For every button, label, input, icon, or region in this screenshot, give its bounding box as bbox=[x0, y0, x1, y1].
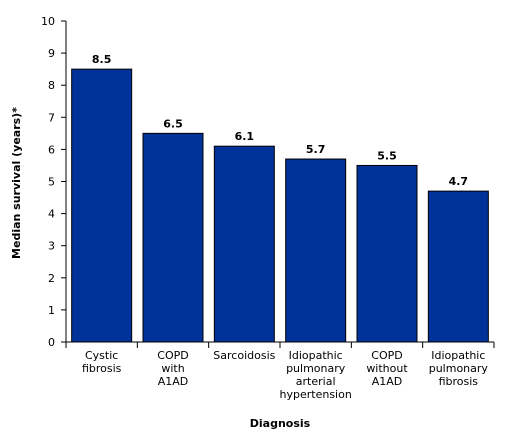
x-tick-label-line: COPD bbox=[371, 349, 402, 362]
y-axis: 0 1 2 3 4 5 6 7 8 9 10 bbox=[41, 15, 67, 349]
x-tick-label: Idiopathic pulmonary arterial hypertension bbox=[280, 349, 352, 401]
x-axis-title: Diagnosis bbox=[250, 417, 311, 430]
value-label: 5.5 bbox=[377, 149, 397, 162]
x-tick-label: COPD with A1AD bbox=[157, 349, 188, 388]
value-label: 4.7 bbox=[449, 175, 469, 188]
bar bbox=[427, 190, 489, 343]
x-tick-label-line: Idiopathic bbox=[431, 349, 485, 362]
x-tick-label-line: arterial bbox=[296, 375, 336, 388]
y-tick-label: 1 bbox=[48, 304, 55, 317]
x-axis bbox=[65, 341, 495, 348]
bar bbox=[213, 145, 275, 343]
bar bbox=[285, 158, 347, 343]
x-tick-label-line: A1AD bbox=[372, 375, 403, 388]
x-tick-label-line: Idiopathic bbox=[289, 349, 343, 362]
value-label: 8.5 bbox=[92, 53, 112, 66]
y-tick-label: 9 bbox=[48, 47, 55, 60]
y-tick-label: 3 bbox=[48, 240, 55, 253]
x-tick-label: Cystic fibrosis bbox=[82, 349, 122, 375]
y-tick-label: 0 bbox=[48, 336, 55, 349]
x-tick-label: COPD without A1AD bbox=[366, 349, 408, 388]
value-labels: 8.5 6.5 6.1 5.7 5.5 4.7 bbox=[92, 53, 468, 188]
x-tick-label-line: pulmonary bbox=[429, 362, 489, 375]
y-tick-label: 10 bbox=[41, 15, 55, 28]
y-tick-label: 2 bbox=[48, 272, 55, 285]
x-tick-label-line: hypertension bbox=[280, 388, 352, 401]
x-tick-label: Sarcoidosis bbox=[213, 349, 275, 362]
x-tick-label-line: Cystic bbox=[85, 349, 118, 362]
y-axis-title: Median survival (years)* bbox=[10, 107, 23, 259]
x-tick-label-line: fibrosis bbox=[82, 362, 122, 375]
y-tick-label: 5 bbox=[48, 176, 55, 189]
value-label: 6.1 bbox=[235, 130, 255, 143]
y-tick-label: 6 bbox=[48, 143, 55, 156]
value-label: 5.7 bbox=[306, 143, 326, 156]
y-tick-label: 4 bbox=[48, 208, 55, 221]
value-label: 6.5 bbox=[163, 117, 183, 130]
x-tick-label: Idiopathic pulmonary fibrosis bbox=[429, 349, 489, 388]
x-tick-label-line: COPD bbox=[157, 349, 188, 362]
x-tick-label-line: pulmonary bbox=[286, 362, 346, 375]
bars bbox=[71, 68, 489, 343]
x-tick-label-line: with bbox=[161, 362, 184, 375]
x-tick-label-line: A1AD bbox=[158, 375, 189, 388]
bar bbox=[356, 164, 418, 343]
y-tick-label: 7 bbox=[48, 111, 55, 124]
bar bbox=[142, 132, 204, 343]
x-tick-label-line: without bbox=[366, 362, 408, 375]
x-tick-label-line: Sarcoidosis bbox=[213, 349, 275, 362]
x-tick-label-line: fibrosis bbox=[439, 375, 479, 388]
y-tick-label: 8 bbox=[48, 79, 55, 92]
bar bbox=[71, 68, 133, 343]
